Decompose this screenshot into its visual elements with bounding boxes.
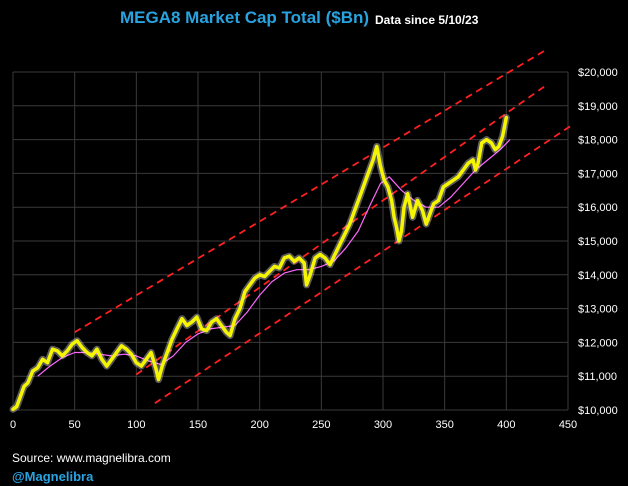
x-tick-label: 250 xyxy=(312,419,330,431)
x-tick-label: 100 xyxy=(127,419,145,431)
series-layer xyxy=(9,114,511,413)
grid xyxy=(12,71,569,411)
y-tick-label: $20,000 xyxy=(578,67,618,79)
series-line-market-cap xyxy=(11,115,509,412)
x-axis-ticks: 0 50 100 150 200 250 300 350 400 450 xyxy=(10,419,577,431)
y-axis-ticks: $10,000 $11,000 $12,000 $13,000 $14,000 $15,0… xyxy=(578,67,618,417)
x-tick-label: 150 xyxy=(189,419,207,431)
x-tick-label: 0 xyxy=(10,419,16,431)
chart-subtitle: Data since 5/10/23 xyxy=(375,13,479,27)
y-tick-label: $10,000 xyxy=(578,405,618,417)
x-tick-label: 300 xyxy=(374,419,392,431)
y-tick-label: $17,000 xyxy=(578,168,618,180)
y-tick-label: $12,000 xyxy=(578,337,618,349)
x-tick-label: 50 xyxy=(69,419,81,431)
y-tick-label: $18,000 xyxy=(578,135,618,147)
x-tick-label: 400 xyxy=(497,419,515,431)
y-tick-label: $16,000 xyxy=(578,202,618,214)
chart-title: MEGA8 Market Cap Total ($Bn) xyxy=(120,8,370,27)
y-tick-label: $15,000 xyxy=(578,236,618,248)
source-note: Source: www.magnelibra.com xyxy=(12,451,171,465)
x-tick-label: 200 xyxy=(250,419,268,431)
series-line-moving-average xyxy=(37,139,511,377)
author-handle: @Magnelibra xyxy=(12,469,94,484)
y-tick-label: $19,000 xyxy=(578,101,618,113)
y-tick-label: $11,000 xyxy=(578,371,617,383)
y-tick-label: $14,000 xyxy=(578,270,618,282)
x-tick-label: 350 xyxy=(435,419,453,431)
x-tick-label: 450 xyxy=(559,419,577,431)
trend-channel xyxy=(74,49,571,404)
y-tick-label: $13,000 xyxy=(578,304,618,316)
channel-line-upper xyxy=(74,49,547,334)
channel-line-lower xyxy=(154,125,571,404)
